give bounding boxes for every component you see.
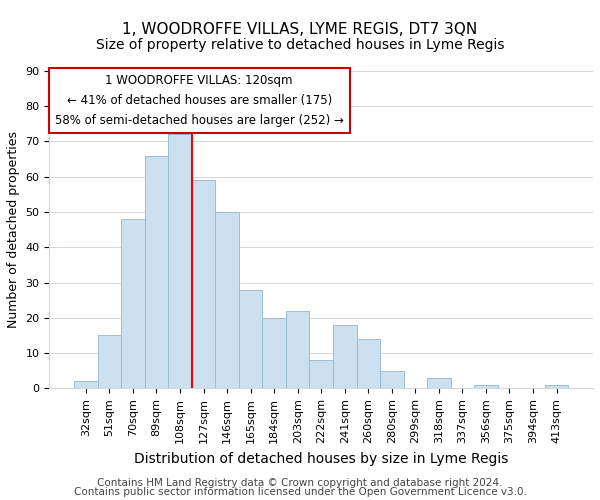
- Bar: [356, 339, 380, 388]
- Bar: [286, 311, 310, 388]
- Bar: [545, 385, 568, 388]
- Bar: [380, 370, 404, 388]
- Y-axis label: Number of detached properties: Number of detached properties: [7, 131, 20, 328]
- Bar: [262, 318, 286, 388]
- Bar: [121, 219, 145, 388]
- Bar: [98, 336, 121, 388]
- Bar: [215, 212, 239, 388]
- Bar: [427, 378, 451, 388]
- Bar: [192, 180, 215, 388]
- Bar: [168, 134, 192, 388]
- Bar: [310, 360, 333, 388]
- Text: Contains HM Land Registry data © Crown copyright and database right 2024.: Contains HM Land Registry data © Crown c…: [97, 478, 503, 488]
- Bar: [333, 325, 356, 388]
- Text: 1 WOODROFFE VILLAS: 120sqm
← 41% of detached houses are smaller (175)
58% of sem: 1 WOODROFFE VILLAS: 120sqm ← 41% of deta…: [55, 74, 344, 127]
- Bar: [145, 156, 168, 388]
- X-axis label: Distribution of detached houses by size in Lyme Regis: Distribution of detached houses by size …: [134, 452, 508, 466]
- Text: 1, WOODROFFE VILLAS, LYME REGIS, DT7 3QN: 1, WOODROFFE VILLAS, LYME REGIS, DT7 3QN: [122, 22, 478, 38]
- Bar: [74, 382, 98, 388]
- Text: Contains public sector information licensed under the Open Government Licence v3: Contains public sector information licen…: [74, 487, 526, 497]
- Bar: [474, 385, 498, 388]
- Bar: [239, 290, 262, 388]
- Text: Size of property relative to detached houses in Lyme Regis: Size of property relative to detached ho…: [96, 38, 504, 52]
